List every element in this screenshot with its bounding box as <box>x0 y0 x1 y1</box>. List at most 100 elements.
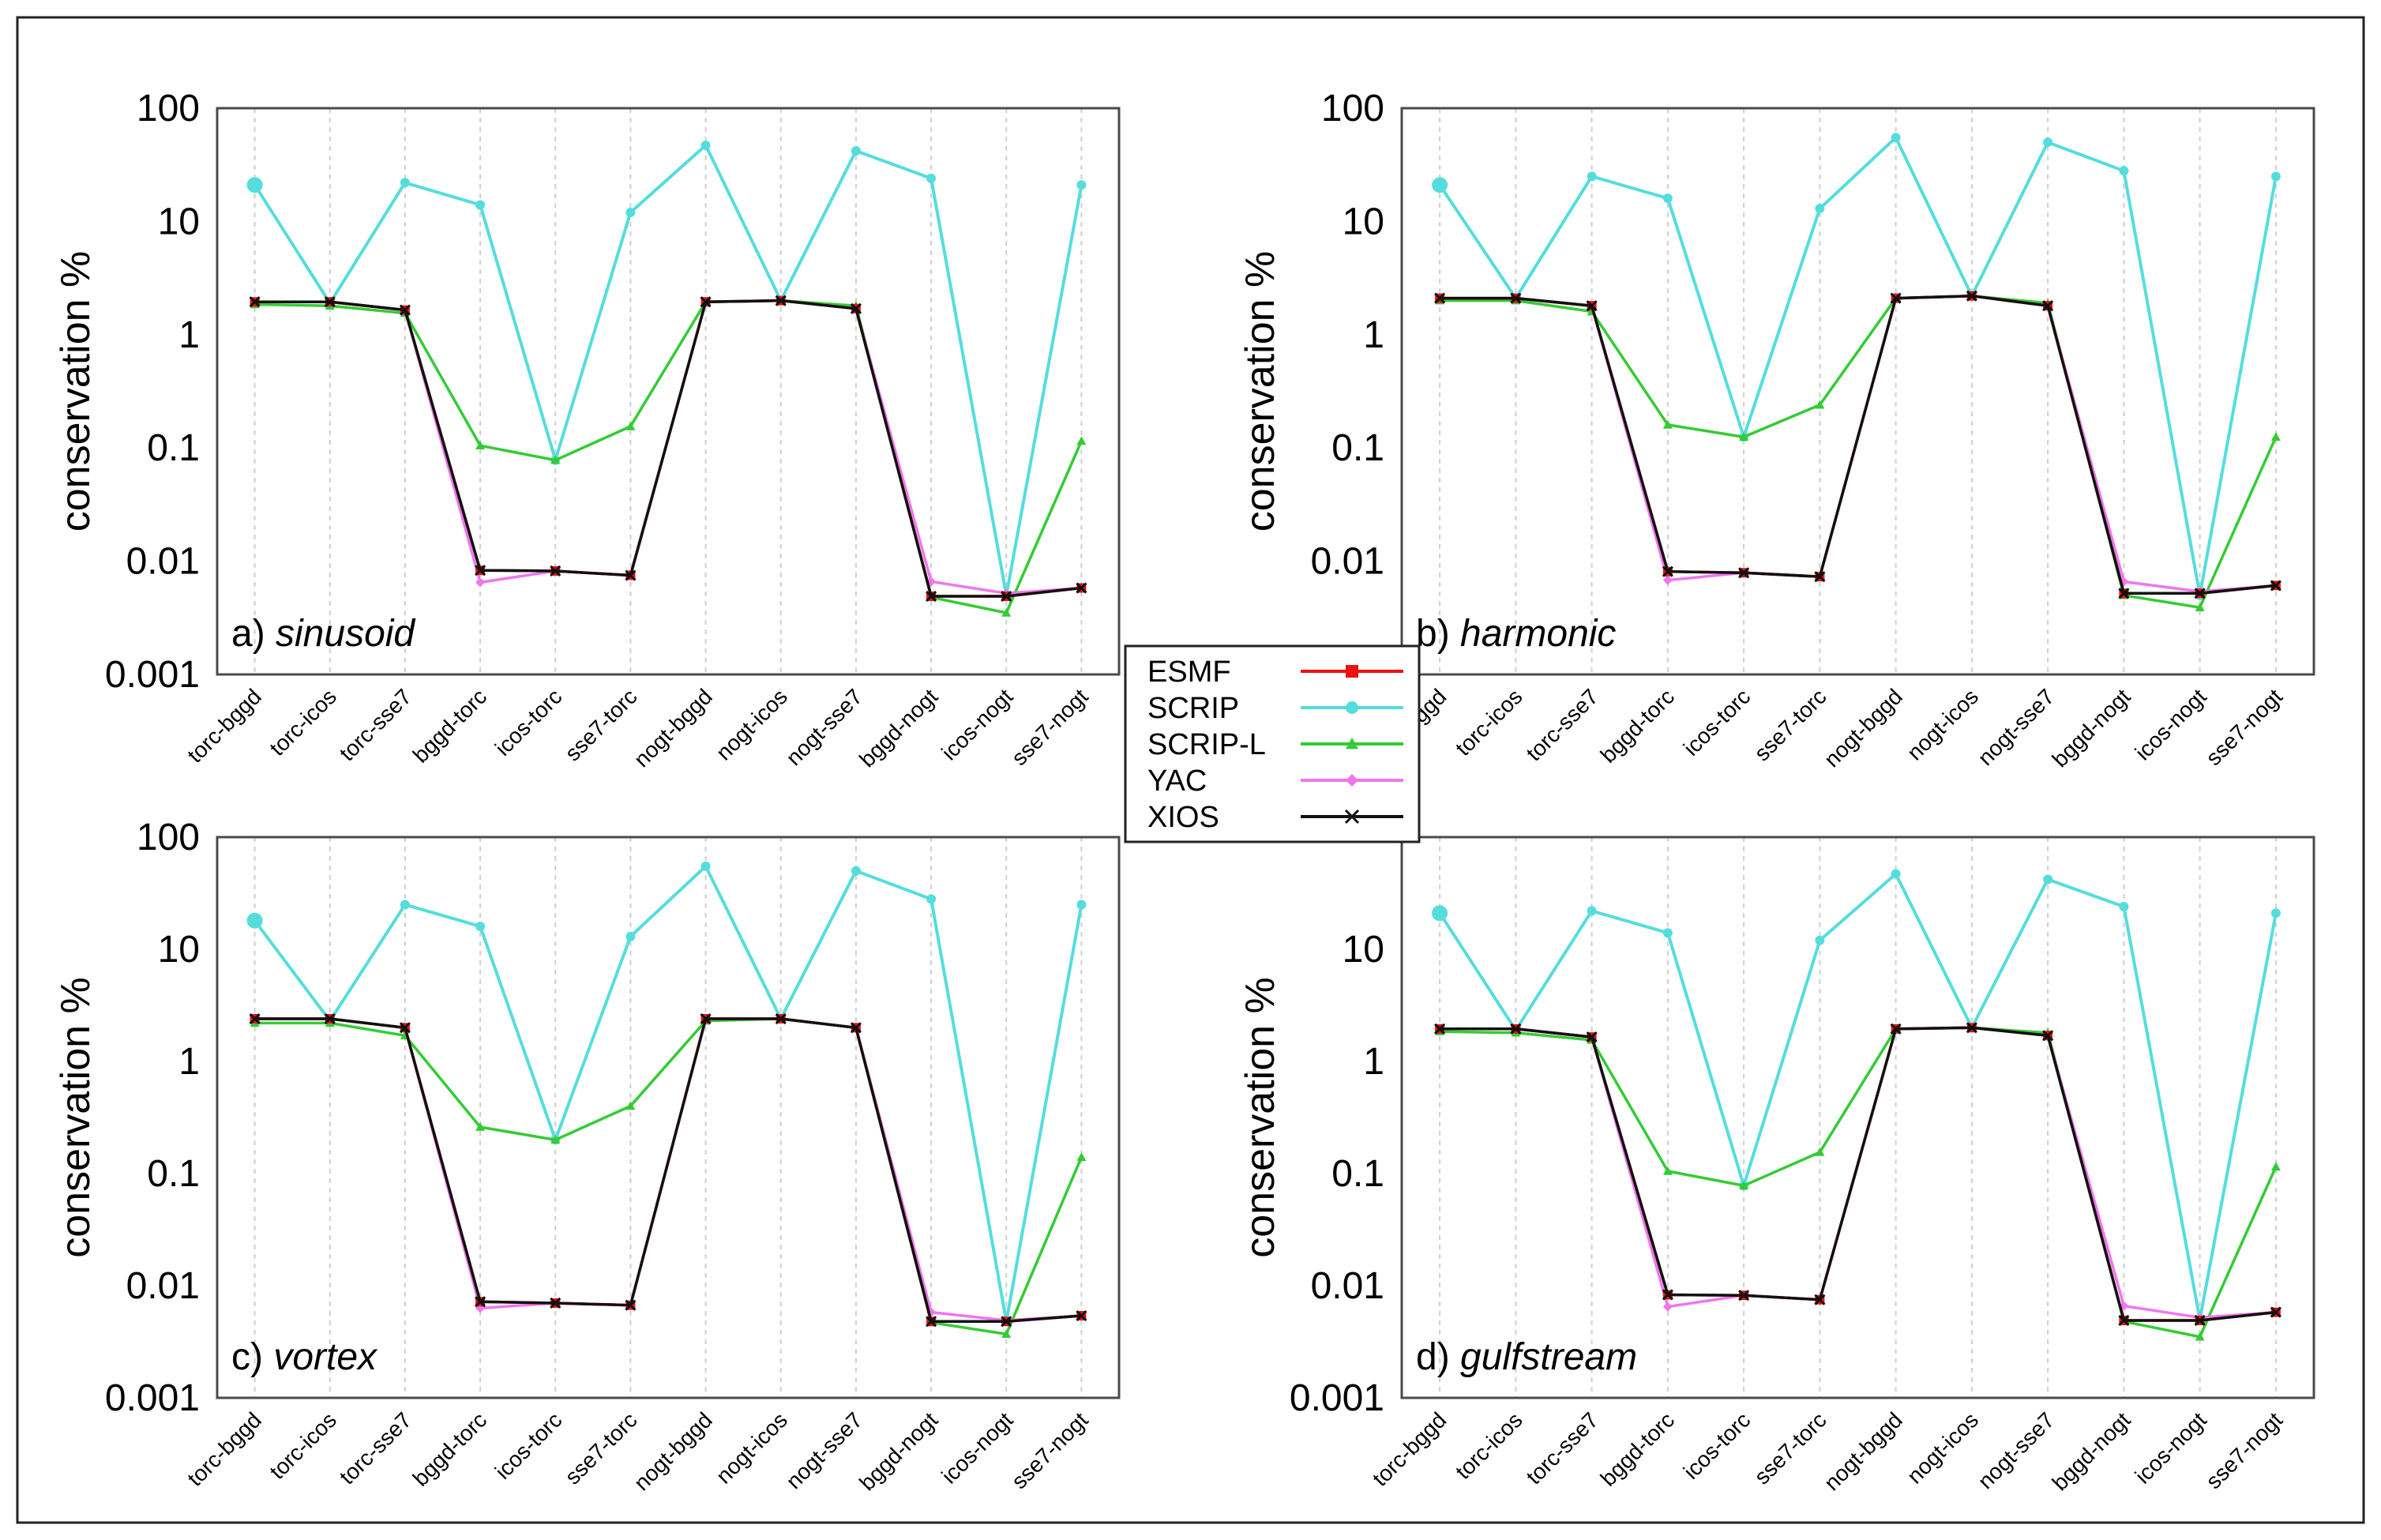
x-tick-label: bggd-torc <box>408 1407 492 1491</box>
panel-title: b) harmonic <box>1416 613 1616 655</box>
series-line-scrip <box>1438 134 2278 596</box>
point-scrip <box>400 178 410 188</box>
point-xios <box>324 1012 336 1025</box>
point-xios <box>1001 1316 1012 1328</box>
point-xios <box>1586 300 1598 312</box>
x-tick-label: torc-sse7 <box>335 1407 416 1489</box>
x-tick-label: nogt-sse7 <box>781 1407 867 1493</box>
x-tick-label: torc-icos <box>265 684 341 761</box>
point-scrip <box>1662 928 1673 938</box>
y-tick-label: 0.001 <box>1290 1377 1384 1419</box>
series-line-xios <box>254 299 1082 598</box>
point-scrip-l <box>2195 603 2205 612</box>
legend-marker <box>1344 809 1360 824</box>
x-tick-label: nogt-sse7 <box>1973 684 2059 770</box>
x-tick-label: icos-torc <box>1679 684 1756 761</box>
y-tick-label: 0.001 <box>105 654 200 696</box>
x-tick-label: sse7-nogt <box>2201 1407 2287 1493</box>
series-xios <box>1434 290 2281 599</box>
point-scrip <box>475 922 486 932</box>
x-tick-label: bggd-torc <box>1596 684 1680 768</box>
point-xios <box>1662 565 1673 577</box>
panel-name: vortex <box>273 1336 378 1378</box>
x-tick-label: bggd-torc <box>408 684 492 768</box>
y-tick-label: 0.1 <box>1331 427 1384 469</box>
point-scrip <box>1432 177 1448 193</box>
point-scrip-l <box>1662 1166 1673 1175</box>
point-xios <box>700 1012 712 1025</box>
y-tick-label: 0.01 <box>126 541 200 583</box>
x-tick-label: sse7-nogt <box>1007 684 1093 770</box>
y-tick-label: 10 <box>158 929 200 971</box>
x-tick-label: torc-icos <box>265 1407 341 1484</box>
point-xios <box>324 296 336 308</box>
y-axis-label: conservation % <box>53 977 99 1258</box>
point-scrip <box>1432 905 1448 922</box>
x-tick-label: icos-torc <box>490 1407 567 1484</box>
point-xios <box>2194 588 2206 599</box>
point-scrip <box>475 200 486 210</box>
point-xios <box>1814 571 1826 583</box>
point-xios <box>2270 580 2281 592</box>
point-scrip-l <box>1076 436 1087 445</box>
point-scrip <box>700 141 711 151</box>
panel-title: c) vortex <box>231 1336 378 1378</box>
series-line-yac <box>1440 294 2277 593</box>
panel-name: gulfstream <box>1460 1336 1637 1378</box>
legend-label: ESMF <box>1147 655 1231 689</box>
point-xios <box>926 590 937 603</box>
x-tick-label: icos-torc <box>490 684 567 761</box>
panel-label: b) <box>1416 613 1460 655</box>
panel-sinusoid: 0.001 0.01 0.1 1 10 100 torc-bggdtorc-icostorc… <box>53 88 1121 772</box>
legend-entry-esmf: ESMF <box>1147 655 1403 689</box>
series-line-scrip-l <box>254 1017 1083 1336</box>
series-scrip <box>246 861 1087 1327</box>
point-scrip <box>1076 900 1087 910</box>
point-scrip <box>926 894 937 904</box>
x-tick-label: icos-nogt <box>2131 684 2211 764</box>
point-xios <box>1738 567 1750 579</box>
point-scrip-l <box>550 455 561 464</box>
series-line-xios <box>1440 1026 2277 1322</box>
point-scrip-l <box>1815 1147 1825 1156</box>
series-line-scrip-l <box>1440 1026 2278 1339</box>
y-tick-label: 100 <box>137 88 200 130</box>
series-line-scrip <box>253 863 1083 1322</box>
point-scrip <box>851 146 861 156</box>
plot-area-frame <box>216 836 1121 1399</box>
legend-entry-yac: YAC <box>1147 764 1403 798</box>
point-xios <box>399 304 411 316</box>
x-tick-label: nogt-sse7 <box>1973 1407 2059 1493</box>
point-scrip <box>246 912 263 929</box>
point-scrip <box>1891 133 1901 143</box>
point-scrip <box>2043 874 2053 885</box>
x-tick-label: bggd-nogt <box>854 1407 942 1495</box>
x-tick-label: icos-torc <box>1679 1407 1756 1484</box>
legend-entry-scrip-l: SCRIP-L <box>1147 728 1403 761</box>
point-scrip-l <box>1662 419 1673 429</box>
point-scrip <box>1815 935 1825 945</box>
point-scrip-l <box>475 441 486 449</box>
panel-name: harmonic <box>1460 613 1616 655</box>
point-xios <box>1510 292 1522 304</box>
y-tick-label: 0.001 <box>105 1377 200 1419</box>
x-tick-label: bggd-nogt <box>854 684 942 772</box>
point-scrip <box>2270 908 2281 918</box>
legend-marker <box>1346 701 1358 714</box>
y-tick-label: 0.1 <box>147 1153 200 1195</box>
x-tick-label: icos-nogt <box>937 684 1017 764</box>
point-scrip <box>625 931 636 941</box>
y-tick-label: 0.01 <box>126 1265 200 1307</box>
point-scrip <box>400 900 410 910</box>
x-tick-label: torc-sse7 <box>1522 1407 1603 1489</box>
y-tick-label: 100 <box>1321 88 1384 130</box>
point-scrip <box>1815 204 1825 214</box>
point-xios <box>850 302 862 314</box>
x-tick-label: torc-bggd <box>182 684 266 768</box>
y-tick-label: 100 <box>137 817 200 858</box>
legend-label: XIOS <box>1147 801 1219 834</box>
legend-marker <box>1346 774 1358 787</box>
point-xios <box>249 1012 261 1025</box>
